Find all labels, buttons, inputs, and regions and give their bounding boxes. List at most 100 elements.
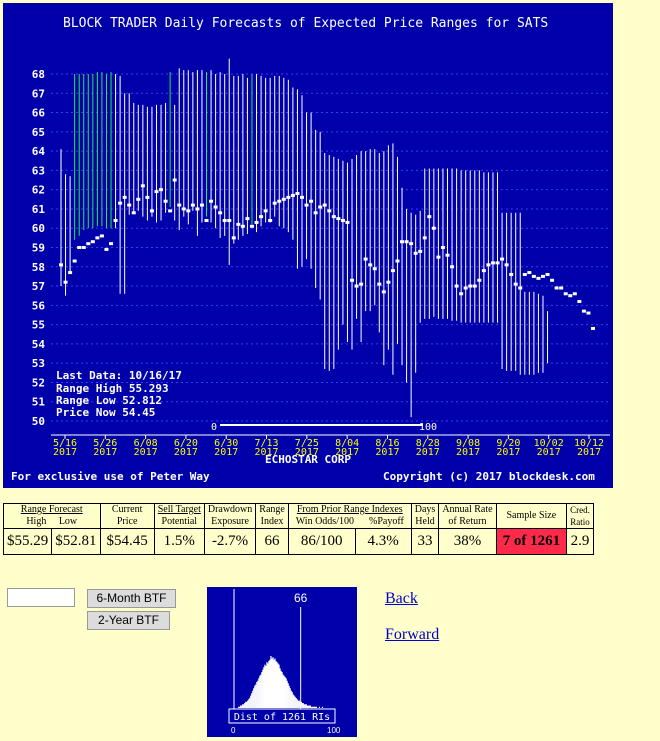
price-point (81, 246, 86, 249)
price-point (418, 249, 423, 253)
histogram-bar (246, 701, 248, 708)
x-tick-year: 2017 (335, 447, 359, 458)
histogram-bar (308, 705, 310, 708)
price-point (445, 253, 450, 257)
price-point (377, 282, 382, 286)
price-point (372, 267, 377, 271)
price-point (290, 193, 295, 197)
chart-title: BLOCK TRADER Daily Forecasts of Expected… (63, 16, 548, 31)
price-point (231, 236, 236, 240)
price-point (486, 263, 491, 267)
price-point (340, 219, 345, 223)
y-tick-label: 50 (32, 415, 45, 428)
histogram-bar (277, 663, 279, 708)
histogram-bar (283, 675, 285, 708)
y-tick-label: 58 (32, 261, 45, 274)
six-month-btf-button[interactable]: 6-Month BTF (87, 589, 176, 608)
histogram-bar (274, 658, 276, 708)
price-point (268, 219, 273, 223)
hdr-cred-ratio: Cred. Ratio (566, 503, 594, 529)
price-point (518, 286, 523, 290)
histogram-bar (244, 703, 246, 708)
price-point (545, 272, 550, 276)
y-tick-label: 61 (32, 203, 46, 216)
histogram-bar (284, 677, 286, 708)
dist-marker-label: 66 (294, 591, 308, 605)
price-point (304, 203, 309, 207)
two-year-btf-button[interactable]: 2-Year BTF (87, 611, 170, 630)
x-tick-year: 2017 (214, 447, 238, 458)
x-tick-year: 2017 (134, 447, 158, 458)
price-point (204, 219, 209, 223)
price-point (172, 178, 177, 182)
x-tick-date: 7/13 (254, 438, 278, 449)
histogram-bar (253, 688, 255, 708)
price-point (277, 199, 282, 203)
histogram-bar (257, 680, 259, 708)
histogram-bar (305, 704, 307, 708)
price-point (127, 203, 132, 207)
price-point (427, 215, 432, 219)
val-payoff: 4.3% (354, 528, 412, 555)
price-point (209, 199, 214, 203)
x-tick-date: 10/02 (534, 438, 564, 449)
price-point (149, 209, 154, 213)
price-point (459, 292, 464, 296)
price-point (350, 278, 355, 282)
val-held: 33 (410, 528, 440, 555)
forward-link[interactable]: Forward (385, 626, 440, 643)
histogram-bar (270, 656, 272, 708)
footer-right: Copyright (c) 2017 blockdesk.com (383, 470, 595, 483)
histogram-bar (281, 672, 283, 708)
forecast-chart: 50 51 52 53 54 55 56 57 58 59 60 61 62 63 64 65 66 67 68 5… (3, 3, 613, 488)
price-point (509, 272, 514, 276)
price-point (145, 195, 150, 199)
ticker-input[interactable] (7, 588, 75, 607)
histogram-bar (293, 695, 295, 708)
val-cred: 2.9 (566, 528, 594, 555)
back-link[interactable]: Back (385, 590, 418, 607)
price-point (363, 257, 368, 261)
x-tick-date: 10/12 (574, 438, 604, 449)
dist-label-box (228, 708, 336, 724)
distribution-svg: 66 Dist of 1261 RIs 0 100 (228, 589, 341, 735)
histogram-bar (318, 706, 321, 708)
price-point (227, 219, 232, 223)
histogram-bar (261, 672, 263, 708)
histogram-bar (248, 699, 250, 708)
price-point (345, 220, 350, 224)
price-point (468, 284, 473, 288)
hdr-annual-rate: Annual Rate of Return (438, 503, 497, 529)
y-tick-label: 67 (32, 87, 45, 100)
info-price-now: Price Now 54.45 (56, 406, 155, 419)
price-point (118, 201, 123, 205)
histogram-bar (256, 682, 258, 708)
stats-table: Range Forecast High Low Current Price Sell… (2, 503, 594, 555)
price-point (413, 251, 418, 255)
histogram-bar (296, 699, 298, 708)
price-point (431, 226, 436, 230)
price-point (527, 271, 532, 275)
price-point (591, 326, 595, 330)
histogram-bar (297, 700, 299, 708)
dist-axis-max: 100 (327, 726, 341, 735)
y-tick-label: 52 (32, 376, 45, 389)
val-win-odds: 86/100 (287, 528, 356, 555)
price-point (440, 246, 445, 249)
histogram-bar (243, 704, 245, 708)
info-range-low: Range Low 52.812 (56, 394, 162, 407)
x-tick-date: 7/25 (295, 438, 319, 449)
price-point (163, 199, 168, 203)
histogram-bar (314, 706, 316, 708)
price-point (581, 309, 586, 313)
y-tick-label: 59 (32, 242, 45, 255)
price-point (331, 215, 336, 219)
price-point (199, 203, 204, 207)
val-low: $52.81 (51, 528, 101, 555)
price-point (154, 190, 159, 194)
dist-axis-min: 0 (231, 726, 236, 735)
x-tick-year: 2017 (537, 447, 561, 458)
price-point (240, 224, 245, 228)
price-point (450, 265, 455, 269)
hdr-from-prior: From Prior Range Indexes Win Odds/100 %Pa… (287, 503, 412, 529)
